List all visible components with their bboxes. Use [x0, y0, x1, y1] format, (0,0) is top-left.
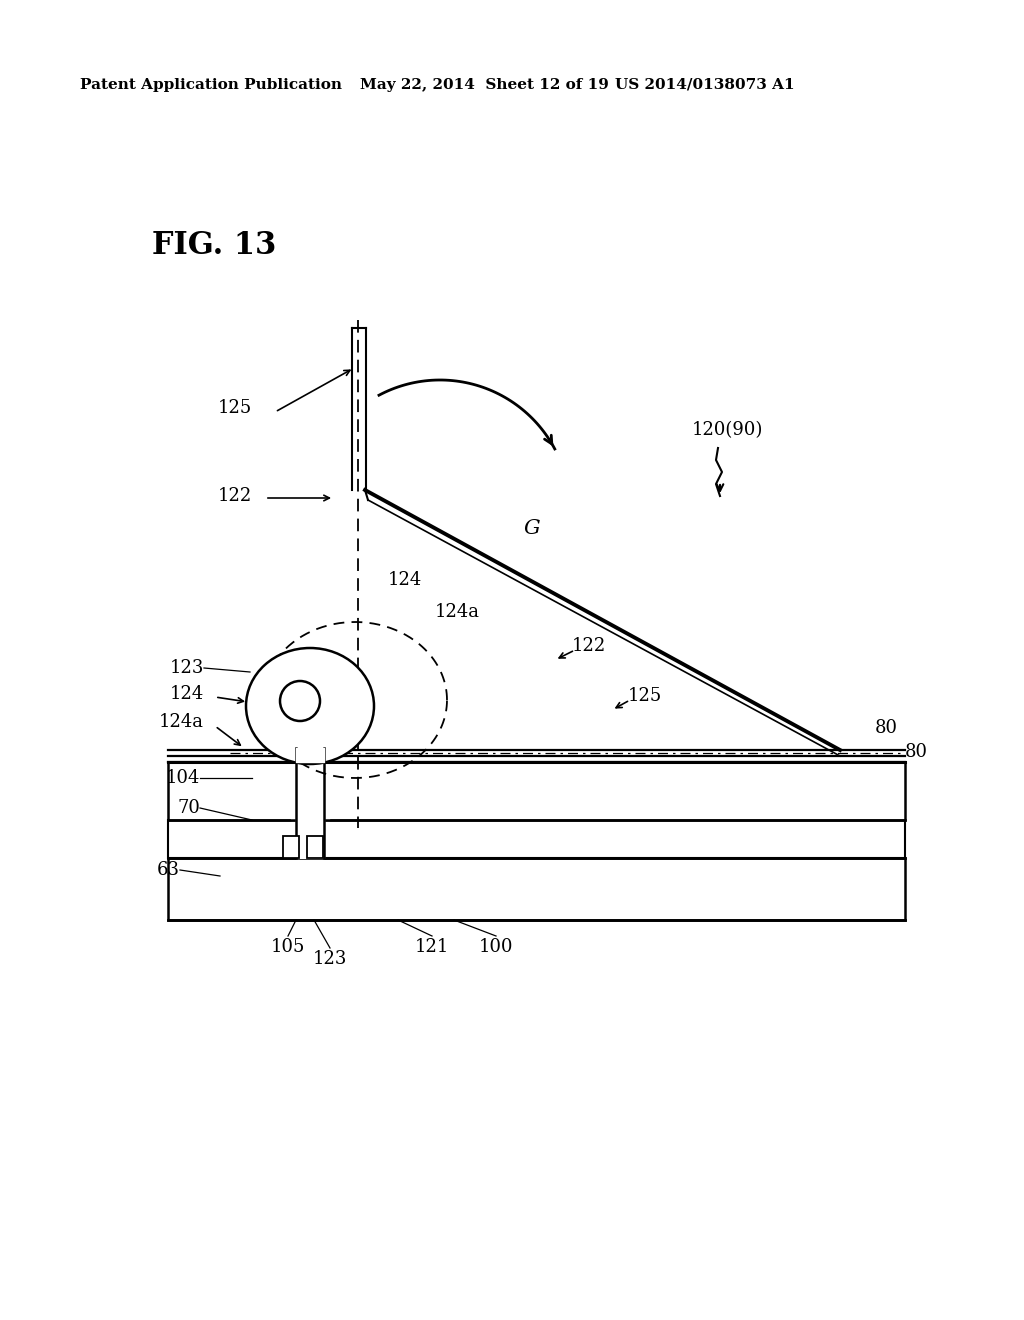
Circle shape	[280, 681, 319, 721]
Text: 124a: 124a	[435, 603, 480, 620]
Text: 123: 123	[312, 950, 347, 968]
Ellipse shape	[246, 648, 374, 764]
Text: 125: 125	[628, 686, 663, 705]
Text: 100: 100	[479, 939, 513, 956]
Bar	[168, 858, 905, 920]
Text: US 2014/0138073 A1: US 2014/0138073 A1	[615, 78, 795, 92]
Text: May 22, 2014  Sheet 12 of 19: May 22, 2014 Sheet 12 of 19	[360, 78, 609, 92]
Text: 104: 104	[166, 770, 200, 787]
Text: 122: 122	[218, 487, 252, 506]
Text: Patent Application Publication: Patent Application Publication	[80, 78, 342, 92]
Bar	[283, 836, 299, 858]
Text: 70: 70	[177, 799, 200, 817]
Text: 80: 80	[874, 719, 898, 737]
Text: 105: 105	[270, 939, 305, 956]
Text: FIG. 13: FIG. 13	[152, 230, 276, 261]
Text: G: G	[524, 519, 541, 537]
Text: 122: 122	[572, 638, 606, 655]
Bar	[168, 820, 905, 858]
Text: 124a: 124a	[159, 713, 204, 731]
Text: 63: 63	[157, 861, 180, 879]
Bar	[168, 820, 905, 858]
Text: 121: 121	[415, 939, 450, 956]
Bar	[168, 762, 905, 820]
Text: 125: 125	[218, 399, 252, 417]
Text: 120(90): 120(90)	[692, 421, 763, 440]
Bar	[168, 858, 905, 920]
Text: 123: 123	[170, 659, 204, 677]
Bar	[307, 836, 323, 858]
Text: 124: 124	[170, 685, 204, 704]
Bar	[168, 762, 905, 820]
Text: 80: 80	[905, 743, 928, 762]
Text: 124: 124	[388, 572, 422, 589]
